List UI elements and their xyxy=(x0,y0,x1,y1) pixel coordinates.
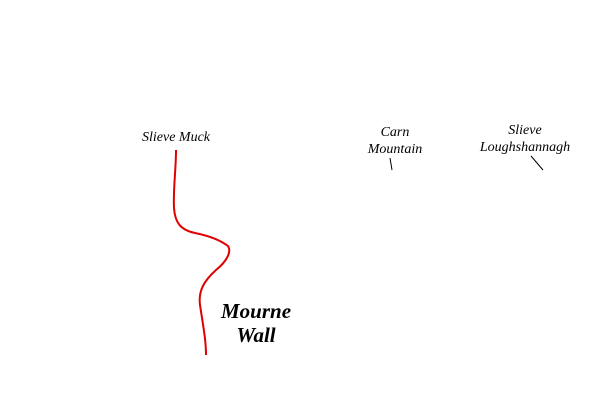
peak-label: Slieve Muck xyxy=(142,130,211,145)
leader-line xyxy=(530,155,544,171)
peak-label: Slieve xyxy=(508,123,541,138)
wall-label: Wall xyxy=(236,323,275,347)
leader-line xyxy=(389,157,393,171)
wall-label: Mourne xyxy=(220,299,291,323)
peak-label: Loughshannagh xyxy=(479,140,570,155)
peak-label: Mountain xyxy=(367,142,422,157)
peak-label: Carn xyxy=(381,125,410,140)
mourne-wall-route xyxy=(172,149,231,356)
